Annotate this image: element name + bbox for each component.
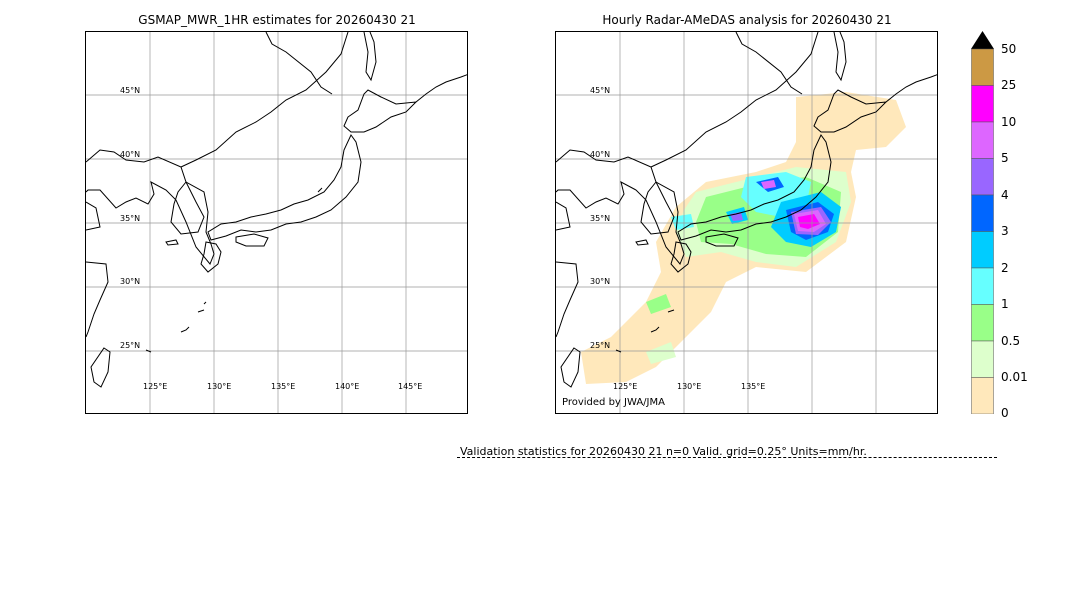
colorbar-label-0-01: 0.01 bbox=[1001, 370, 1028, 384]
colorbar-segment bbox=[971, 340, 994, 378]
data-credit: Provided by JWA/JMA bbox=[562, 397, 665, 408]
lat-label-35n: 35°N bbox=[120, 214, 141, 223]
lon-label-135e: 135°E bbox=[741, 382, 766, 391]
coastlines bbox=[556, 32, 937, 388]
colorbar-label-25: 25 bbox=[1001, 78, 1017, 92]
gsmap-map-graphic bbox=[86, 32, 467, 413]
colorbar-segment bbox=[971, 48, 994, 86]
colorbar-segment bbox=[971, 304, 994, 342]
colorbar-segment bbox=[971, 231, 994, 269]
graticule bbox=[556, 32, 937, 413]
colorbar-segment bbox=[971, 121, 994, 159]
lon-label-130e: 130°E bbox=[207, 382, 232, 391]
lon-label-140e: 140°E bbox=[335, 382, 360, 391]
colorbar-segment bbox=[971, 377, 994, 414]
lat-label-30n: 30°N bbox=[590, 277, 611, 286]
lat-label-35n: 35°N bbox=[590, 214, 611, 223]
lat-label-25n: 25°N bbox=[590, 341, 611, 350]
lat-label-45n: 45°N bbox=[590, 86, 611, 95]
validation-statistics: Validation statistics for 20260430 21 n=… bbox=[460, 445, 867, 458]
colorbar-extend-arrow bbox=[971, 31, 994, 49]
colorbar-label-0: 0 bbox=[1001, 406, 1009, 420]
colorbar-label-1: 1 bbox=[1001, 297, 1009, 311]
lat-label-25n: 25°N bbox=[120, 341, 141, 350]
lat-label-45n: 45°N bbox=[120, 86, 141, 95]
lon-label-125e: 125°E bbox=[613, 382, 638, 391]
colorbar-label-2: 2 bbox=[1001, 261, 1009, 275]
lat-label-30n: 30°N bbox=[120, 277, 141, 286]
colorbar-label-10: 10 bbox=[1001, 115, 1017, 129]
validation-divider bbox=[457, 457, 997, 458]
colorbar-label-3: 3 bbox=[1001, 224, 1009, 238]
lon-label-145e: 145°E bbox=[398, 382, 423, 391]
left-map-title: GSMAP_MWR_1HR estimates for 20260430 21 bbox=[138, 13, 416, 27]
colorbar-segment bbox=[971, 194, 994, 232]
precipitation-colorbar bbox=[971, 31, 994, 414]
lat-label-40n: 40°N bbox=[120, 150, 141, 159]
graticule bbox=[86, 32, 467, 413]
colorbar-segments bbox=[971, 31, 994, 414]
precipitation-field bbox=[581, 92, 906, 384]
colorbar-segment bbox=[971, 267, 994, 305]
lon-label-130e: 130°E bbox=[677, 382, 702, 391]
colorbar-segment bbox=[971, 85, 994, 123]
right-map-title: Hourly Radar-AMeDAS analysis for 2026043… bbox=[602, 13, 892, 27]
gsmap-map-panel: 45°N 40°N 35°N 30°N 25°N 125°E 130°E 135… bbox=[85, 31, 468, 414]
coastlines bbox=[86, 32, 467, 388]
lat-label-40n: 40°N bbox=[590, 150, 611, 159]
colorbar-label-4: 4 bbox=[1001, 188, 1009, 202]
colorbar-label-5: 5 bbox=[1001, 151, 1009, 165]
radar-map-graphic bbox=[556, 32, 937, 413]
colorbar-label-0-5: 0.5 bbox=[1001, 334, 1021, 348]
colorbar-segment bbox=[971, 158, 994, 196]
lon-label-125e: 125°E bbox=[143, 382, 168, 391]
lon-label-135e: 135°E bbox=[271, 382, 296, 391]
radar-amedas-map-panel: 45°N 40°N 35°N 30°N 25°N 125°E 130°E 135… bbox=[555, 31, 938, 414]
colorbar-label-50: 50 bbox=[1001, 42, 1017, 56]
